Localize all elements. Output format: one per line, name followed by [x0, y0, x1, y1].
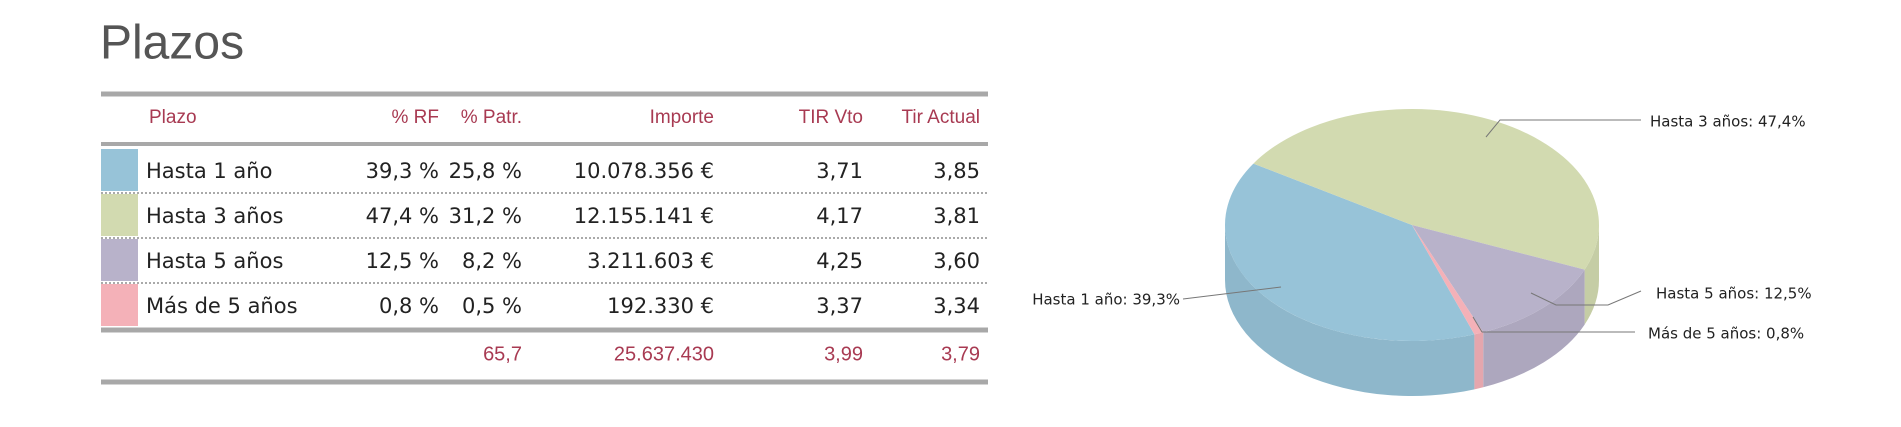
table-cell: 3,37: [816, 294, 863, 318]
column-header: Tir Actual: [902, 107, 981, 128]
table-cell: 39,3 %: [366, 159, 439, 183]
table-cell: 3,71: [816, 159, 863, 183]
table-cell: 192.330 €: [607, 294, 714, 318]
pie-chart: Hasta 1 año: 39,3% Hasta 3 años: 47,4% Has…: [1032, 108, 1812, 396]
pie-slice: [1412, 225, 1585, 333]
column-header: Plazo: [149, 107, 197, 128]
row-swatch: [101, 194, 138, 236]
table: Plazo % RF % Patr. Importe TIR Vto Tir Actual…: [101, 107, 988, 365]
column-header: Importe: [650, 107, 714, 128]
column-header: TIR Vto: [799, 107, 863, 128]
page-title: Plazos: [100, 17, 244, 70]
table-cell: 31,2 %: [449, 204, 522, 228]
table-cell: Hasta 3 años: [146, 204, 283, 228]
pie-side: [1584, 225, 1599, 325]
leader-line: [1530, 290, 1642, 306]
column-header: % RF: [392, 107, 440, 128]
table-cell: 4,17: [816, 204, 863, 228]
pie-side: [1483, 269, 1585, 388]
pie-side: [1225, 225, 1475, 396]
row-swatch: [101, 284, 138, 326]
table-cell: 3,60: [933, 249, 980, 273]
pie-slice: [1225, 163, 1475, 341]
pie-slice: [1412, 225, 1484, 335]
table-rules: [101, 91, 988, 385]
table-cell: Más de 5 años: [146, 294, 298, 318]
leader-line: [1472, 316, 1635, 333]
table-cell: 0,5 %: [462, 294, 522, 318]
total-cell: 3,79: [941, 343, 980, 365]
column-header: % Patr.: [461, 107, 522, 128]
table-cell: 0,8 %: [379, 294, 439, 318]
total-cell: 65,7: [483, 343, 522, 365]
table-cell: Hasta 5 años: [146, 249, 283, 273]
table-cell: 3.211.603 €: [587, 249, 714, 273]
table-cell: 47,4 %: [366, 204, 439, 228]
pie-side: [1474, 332, 1484, 390]
row-swatch: [101, 149, 138, 191]
total-cell: 25.637.430: [614, 343, 714, 365]
table-cell: 3,34: [933, 294, 980, 318]
table-cell: 3,81: [933, 204, 980, 228]
pie-slice: [1253, 108, 1600, 270]
slice-label: Hasta 1 año: 39,3%: [1032, 291, 1180, 309]
slice-label: Hasta 3 años: 47,4%: [1650, 113, 1806, 131]
table-cell: 12,5 %: [366, 249, 439, 273]
leader-line: [1485, 119, 1641, 138]
table-cell: Hasta 1 año: [146, 159, 272, 183]
slice-label: Más de 5 años: 0,8%: [1648, 325, 1804, 343]
table-cell: 10.078.356 €: [574, 159, 714, 183]
table-cell: 12.155.141 €: [574, 204, 714, 228]
table-cell: 3,85: [933, 159, 980, 183]
row-swatch: [101, 239, 138, 281]
total-cell: 3,99: [824, 343, 863, 365]
leader-line: [1182, 286, 1282, 300]
table-cell: 4,25: [816, 249, 863, 273]
table-cell: 8,2 %: [462, 249, 522, 273]
table-cell: 25,8 %: [449, 159, 522, 183]
slice-label: Hasta 5 años: 12,5%: [1656, 285, 1812, 303]
